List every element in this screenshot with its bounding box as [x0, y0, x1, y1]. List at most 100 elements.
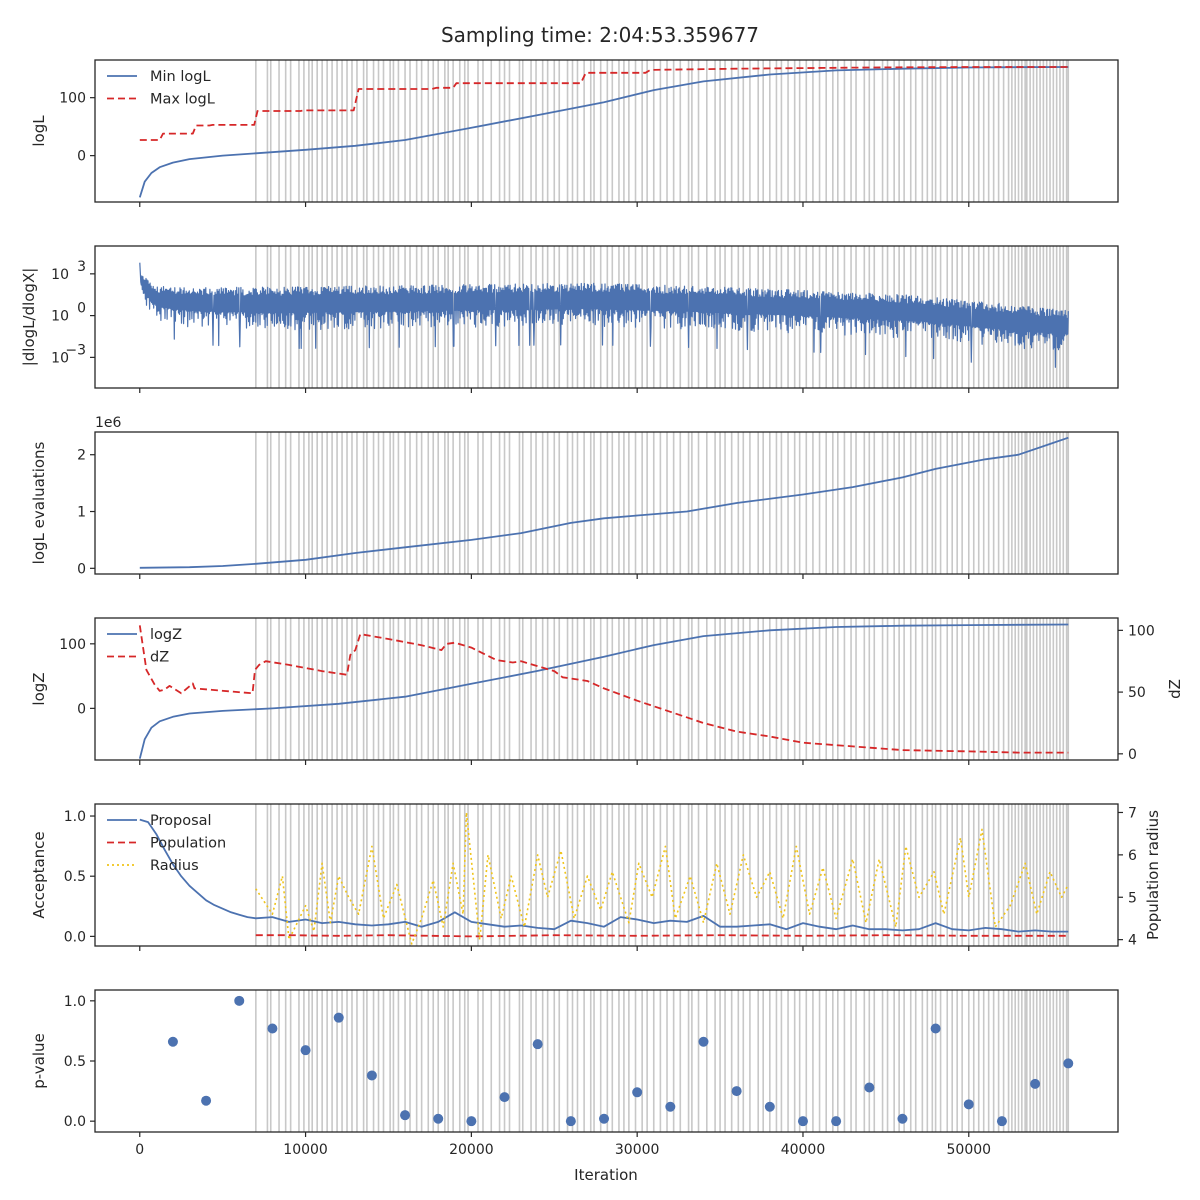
y-tick-label: 2: [77, 448, 86, 464]
scatter-point: [167, 1036, 178, 1047]
series-line: [138, 625, 1069, 754]
vline-group: [255, 432, 1070, 574]
vline-group: [255, 60, 1070, 202]
y-tick-exponent: 3: [77, 259, 86, 275]
scatter-point: [831, 1116, 842, 1127]
legend-label: Radius: [150, 858, 199, 874]
plot-area: [138, 60, 1070, 202]
x-tick-label: 50000: [947, 1142, 992, 1158]
y-right-tick-label: 0: [1128, 747, 1137, 763]
y-axis-label-right: Population radius: [1144, 810, 1162, 940]
y-tick-exponent: 0: [77, 301, 86, 317]
y-tick-label: 10: [51, 350, 69, 366]
y-tick-label: 0: [77, 701, 86, 717]
y-tick-label: 1.0: [64, 809, 86, 825]
panel-acceptance: 0.0 0.5 1.0 4 5 6 7 Acceptance Population radius…: [30, 803, 1162, 951]
scatter-point: [897, 1113, 908, 1124]
y-axis-label: Acceptance: [30, 831, 48, 918]
y-tick-label: 0.5: [64, 869, 86, 885]
plot-area: [139, 804, 1070, 946]
x-axis-label: Iteration: [574, 1166, 638, 1184]
y-axis-label: |dlogL/dlogX|: [20, 268, 38, 367]
scatter-point: [433, 1113, 444, 1124]
x-tick-label: 20000: [449, 1142, 494, 1158]
scatter-point: [466, 1116, 477, 1127]
y-tick-label: 100: [59, 637, 86, 653]
panel-dlogL: 10 310 010−3|dlogL/dlogX|: [20, 245, 1119, 393]
scatter-point: [599, 1113, 610, 1124]
scatter-point: [532, 1039, 543, 1050]
vline-group: [255, 618, 1070, 760]
y-axis-label: logL evaluations: [30, 441, 48, 564]
y-right-tick-label: 5: [1128, 890, 1137, 906]
legend: logZ dZ: [107, 627, 182, 666]
y-scale-offset-label: 1e6: [95, 415, 122, 431]
series-line: [139, 66, 1069, 141]
axes-frame: [94, 431, 1119, 575]
plot-area: [139, 432, 1070, 574]
scatter-point: [400, 1110, 411, 1121]
axes-frame: [94, 245, 1119, 389]
legend: Min logL Max logL: [107, 69, 215, 108]
x-tick-label: 30000: [615, 1142, 660, 1158]
scatter-point: [731, 1086, 742, 1097]
scatter-point: [930, 1023, 941, 1034]
series-line: [255, 811, 1070, 945]
y-tick-label: 10: [51, 309, 69, 325]
y-tick-label: 1.0: [64, 994, 86, 1010]
series-line: [139, 436, 1069, 569]
y-axis-label: logZ: [30, 672, 48, 705]
y-tick-label: 10: [51, 267, 69, 283]
y-tick-label: 1: [77, 505, 86, 521]
scatter-point: [565, 1116, 576, 1127]
y-tick-label: 0.5: [64, 1054, 86, 1070]
scatter-point: [267, 1023, 278, 1034]
scatter-point: [797, 1116, 808, 1127]
legend-label: Min logL: [150, 69, 211, 85]
panel-pvalue: 0.0 0.5 1.0 0 10000 20000 30000 40000 50000 p-val…: [30, 989, 1119, 1158]
scatter-point: [996, 1116, 1007, 1127]
scatter-point: [632, 1087, 643, 1098]
series-line: [255, 934, 1069, 938]
series-line: [138, 66, 1069, 198]
legend-label: Proposal: [150, 813, 212, 829]
y-right-tick-label: 6: [1128, 848, 1137, 864]
axes-frame: [94, 803, 1119, 947]
legend-label: Max logL: [150, 92, 215, 108]
plot-area: [167, 990, 1074, 1132]
scatter-point: [963, 1099, 974, 1110]
scatter-point: [665, 1101, 676, 1112]
scatter-point: [499, 1092, 510, 1103]
legend-label: Population: [150, 836, 226, 852]
legend: Proposal Population Radius: [107, 813, 226, 874]
y-right-tick-label: 7: [1128, 805, 1137, 821]
panel-logL: 0 100 logL Min logL Max logL: [30, 59, 1119, 207]
y-axis-label-right: dZ: [1166, 679, 1184, 699]
axes-frame: [94, 989, 1119, 1133]
y-axis-label: logL: [30, 115, 48, 147]
scatter-point: [333, 1012, 344, 1023]
plot-area: [138, 618, 1070, 760]
series-line: [138, 623, 1069, 759]
y-tick-label: 0.0: [64, 1114, 86, 1130]
panel-logZ: 0 100 0 50 100 logZ dZ logZ dZ: [30, 617, 1184, 765]
scatter-point: [300, 1045, 311, 1056]
series-line: [139, 818, 1069, 933]
x-tick-label: 40000: [781, 1142, 826, 1158]
y-right-tick-label: 4: [1128, 933, 1137, 949]
y-tick-label: 0: [77, 561, 86, 577]
scatter-point: [366, 1070, 377, 1081]
x-tick-label: 10000: [283, 1142, 328, 1158]
scatter-point: [1030, 1078, 1041, 1089]
y-tick-exponent: −3: [65, 342, 86, 358]
scatter-point: [234, 995, 245, 1006]
y-tick-label: 100: [59, 91, 86, 107]
y-right-tick-label: 100: [1128, 623, 1155, 639]
x-tick-label: 0: [135, 1142, 144, 1158]
chart-title: Sampling time: 2:04:53.359677: [441, 23, 759, 47]
scatter-point: [698, 1036, 709, 1047]
y-axis-label: p-value: [30, 1033, 48, 1089]
legend-label: dZ: [150, 650, 169, 666]
